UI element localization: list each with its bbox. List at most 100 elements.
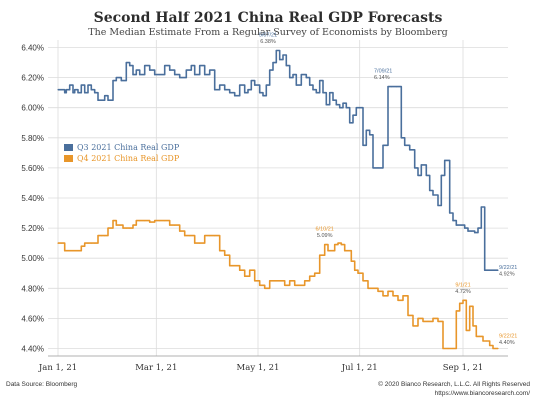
data-point: [452, 347, 454, 350]
data-point: [269, 69, 271, 71]
data-point: [407, 314, 409, 316]
y-tick-label: 5.20%: [21, 224, 44, 233]
annotation-date: 9/22/21: [499, 265, 517, 271]
data-point: [129, 227, 131, 229]
data-point: [149, 69, 151, 71]
data-point: [369, 134, 371, 136]
data-point: [169, 69, 171, 71]
data-point: [80, 84, 82, 86]
data-point: [299, 284, 301, 286]
data-point: [289, 280, 291, 282]
data-point: [112, 220, 114, 222]
data-point: [125, 62, 127, 64]
data-point: [234, 95, 236, 97]
data-point: [234, 265, 236, 267]
data-point: [244, 275, 246, 277]
data-point: [262, 95, 264, 97]
data-point: [319, 254, 321, 256]
data-point: [122, 227, 124, 229]
data-point: [322, 92, 324, 94]
data-point: [309, 275, 311, 277]
data-point: [204, 74, 206, 76]
data-point: [259, 284, 261, 286]
annotation-date: 5/07/21: [259, 33, 277, 39]
annotation-date: 9/1/21: [455, 282, 470, 288]
series-line-q4: [58, 219, 498, 350]
chart-title: Second Half 2021 China Real GDP Forecast…: [94, 10, 443, 26]
data-point: [425, 174, 427, 176]
data-point: [362, 144, 364, 146]
data-point: [420, 164, 422, 166]
data-point: [284, 284, 286, 286]
data-point: [74, 250, 76, 252]
data-point: [345, 107, 347, 109]
data-point: [437, 204, 439, 207]
data-point: [139, 220, 141, 222]
copyright: © 2020 Bianco Research, L.L.C. All Right…: [378, 380, 530, 388]
data-point: [264, 287, 266, 289]
data-point: [300, 74, 302, 76]
data-point: [159, 220, 161, 222]
data-point: [295, 84, 297, 86]
data-point: [340, 244, 342, 246]
data-point: [209, 69, 211, 71]
website-url[interactable]: https://www.biancoresearch.com/: [435, 390, 531, 397]
data-point: [354, 269, 356, 271]
data-point: [350, 260, 352, 262]
data-point: [477, 227, 479, 229]
data-point: [494, 269, 496, 271]
data-point: [132, 224, 134, 226]
data-point: [229, 265, 231, 267]
data-point: [84, 242, 86, 244]
data-point: [447, 347, 449, 350]
data-point: [279, 280, 281, 282]
data-point: [359, 107, 361, 109]
data-point: [135, 69, 137, 71]
legend: Q3 2021 China Real GDP Q4 2021 China Real…: [64, 143, 180, 163]
annotation-value: 5.09%: [317, 233, 333, 239]
x-tick-label: Mar 1, 21: [135, 363, 177, 373]
data-point: [72, 92, 74, 94]
annotation-value: 4.72%: [455, 289, 471, 295]
data-point: [377, 167, 379, 169]
data-point: [249, 269, 251, 271]
data-point: [94, 92, 96, 94]
data-point: [77, 250, 79, 252]
data-point: [164, 65, 166, 67]
legend-label: Q4 2021 China Real GDP: [77, 154, 180, 163]
data-point: [224, 254, 226, 256]
data-point: [94, 242, 96, 244]
data-point: [382, 295, 384, 297]
data-point: [492, 347, 494, 350]
data-point: [490, 269, 492, 271]
data-point: [194, 74, 196, 76]
data-point: [174, 74, 176, 76]
data-point: [432, 317, 434, 319]
data-point: [449, 212, 451, 214]
data-point: [279, 59, 281, 61]
data-point: [184, 235, 186, 237]
data-point: [69, 84, 71, 86]
data-point: [475, 335, 477, 337]
data-point: [224, 89, 226, 91]
data-point: [332, 99, 334, 101]
data-point: [464, 227, 466, 229]
data-point: [334, 244, 336, 246]
data-point: [455, 310, 457, 312]
x-tick-label: Jan 1, 21: [38, 363, 77, 373]
data-point: [269, 280, 271, 282]
data-point: [497, 269, 499, 271]
data-point: [259, 92, 261, 94]
data-point: [239, 269, 241, 271]
annotation-date: 7/09/21: [374, 69, 392, 75]
x-tick-label: Jul 1, 21: [341, 363, 378, 373]
data-point: [254, 84, 256, 86]
data-point: [189, 235, 191, 237]
data-source: Data Source: Bloomberg: [6, 381, 78, 388]
data-point: [362, 280, 364, 282]
data-point: [292, 74, 294, 76]
data-point: [330, 250, 332, 252]
data-point: [400, 137, 402, 139]
data-point: [442, 347, 444, 350]
annotation-value: 4.92%: [499, 272, 515, 278]
